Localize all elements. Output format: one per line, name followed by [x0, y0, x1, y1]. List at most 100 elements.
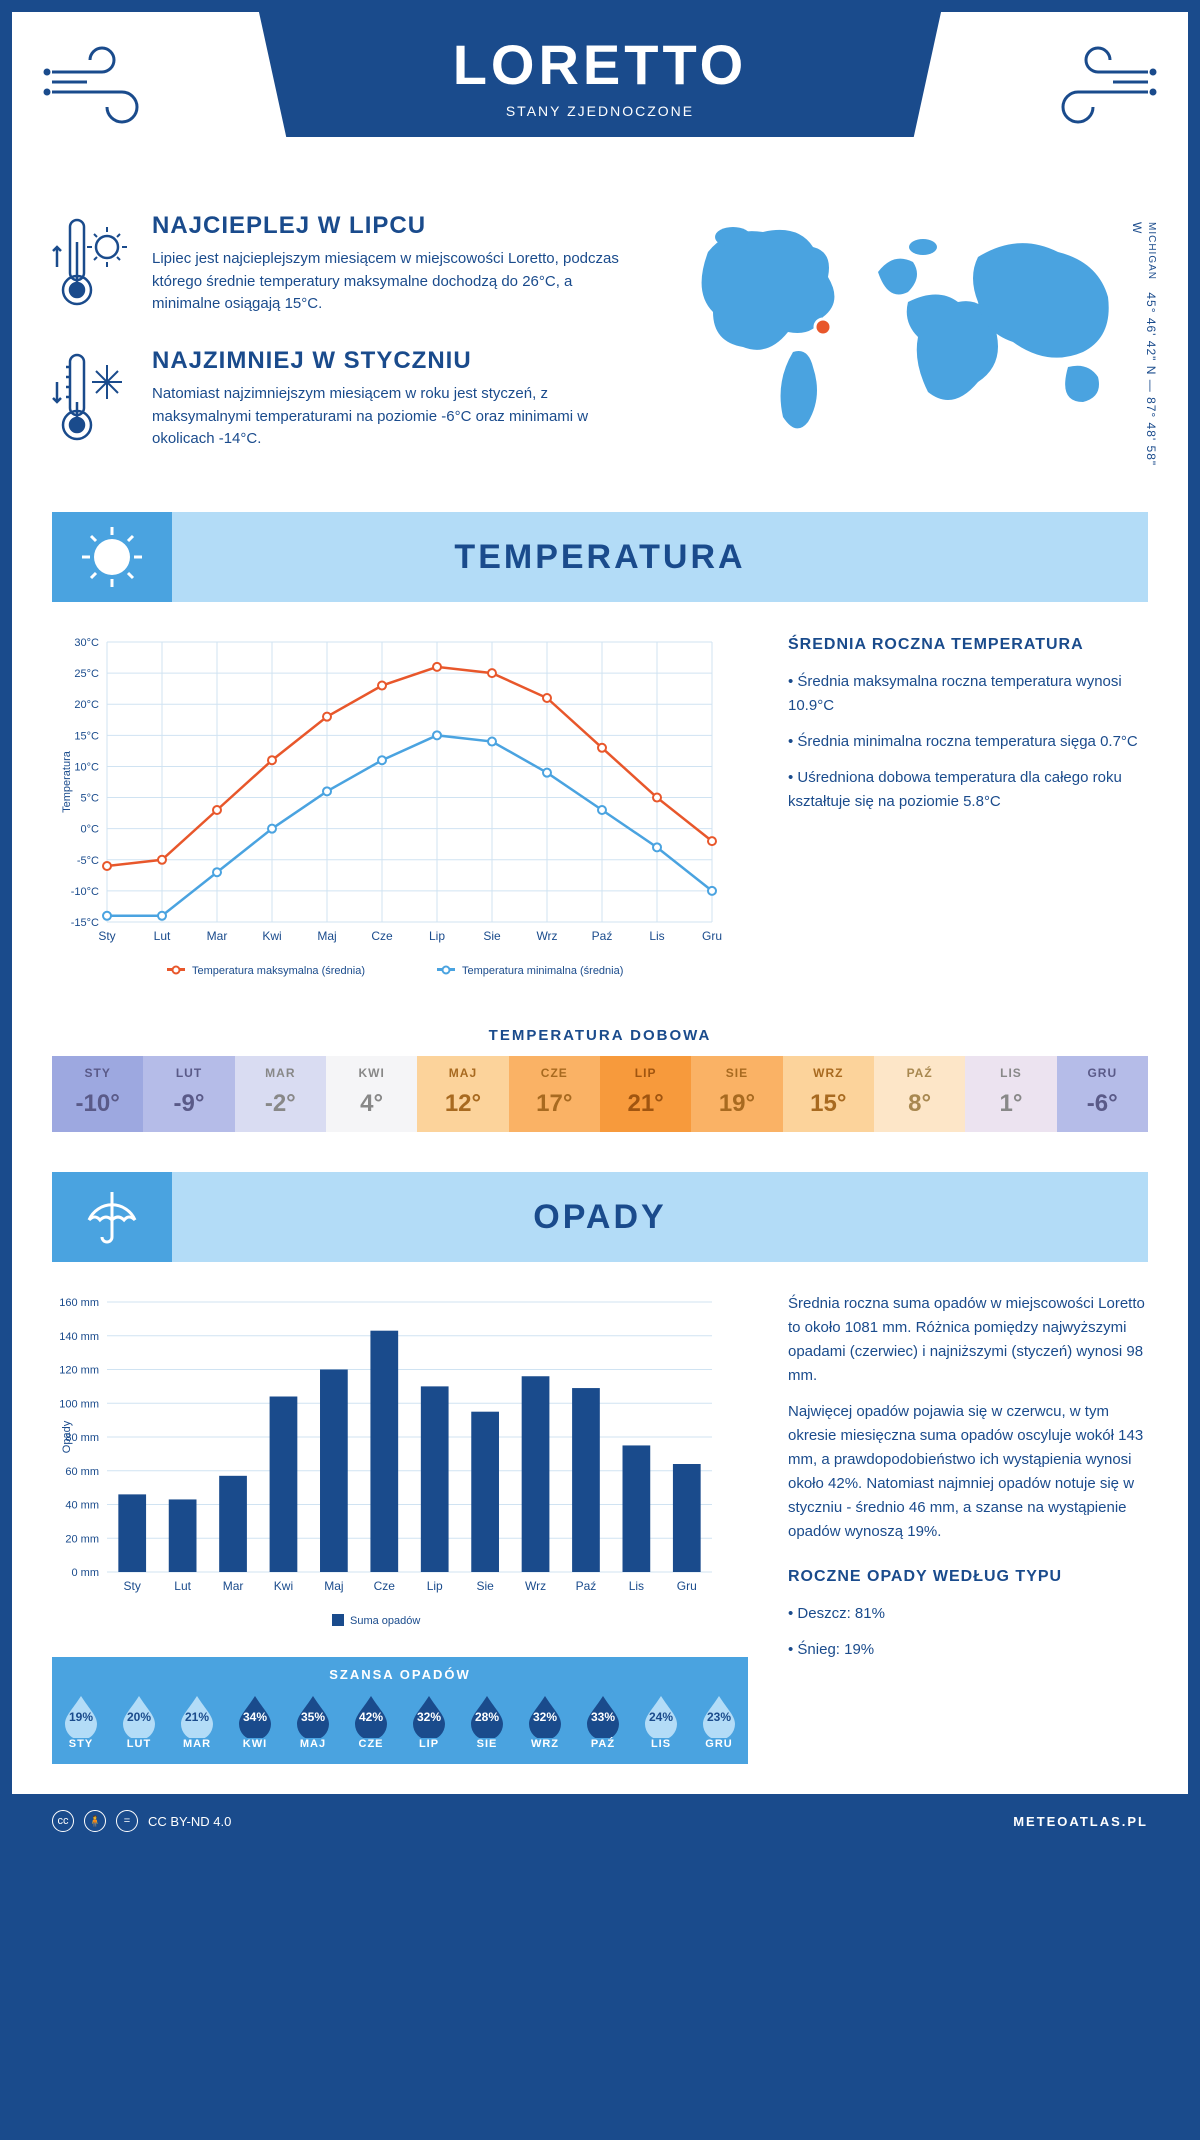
- intro-section: NAJCIEPLEJ W LIPCU Lipiec jest najcieple…: [12, 192, 1188, 512]
- annual-temp-heading: ŚREDNIA ROCZNA TEMPERATURA: [788, 632, 1148, 658]
- svg-text:Mar: Mar: [223, 1579, 244, 1593]
- svg-text:0°C: 0°C: [81, 824, 100, 836]
- precip-chance-drop: 32% LIP: [408, 1692, 450, 1750]
- svg-text:Temperatura maksymalna (średni: Temperatura maksymalna (średnia): [192, 965, 365, 977]
- temp-bullet: • Średnia minimalna roczna temperatura s…: [788, 730, 1148, 754]
- by-icon: 🧍: [84, 1810, 106, 1832]
- state-label: MICHIGAN: [1146, 222, 1157, 280]
- svg-text:Cze: Cze: [371, 929, 393, 943]
- svg-text:Paź: Paź: [592, 929, 613, 943]
- svg-text:20°C: 20°C: [74, 699, 99, 711]
- wind-icon: [1038, 42, 1158, 148]
- temperature-chart: -15°C-10°C-5°C0°C5°C10°C15°C20°C25°C30°C…: [52, 632, 748, 997]
- precip-chance-drop: 34% KWI: [234, 1692, 276, 1750]
- precip-chart-col: 0 mm20 mm40 mm60 mm80 mm100 mm120 mm140 …: [52, 1292, 748, 1764]
- svg-text:Kwi: Kwi: [262, 929, 281, 943]
- svg-text:Temperatura: Temperatura: [61, 750, 73, 813]
- svg-text:Opady: Opady: [61, 1420, 73, 1453]
- coldest-block: NAJZIMNIEJ W STYCZNIU Natomiast najzimni…: [52, 347, 638, 452]
- svg-text:Lis: Lis: [629, 1579, 644, 1593]
- svg-text:160 mm: 160 mm: [59, 1297, 99, 1309]
- daily-temp-cell: MAJ12°: [417, 1056, 508, 1132]
- precip-type-heading: ROCZNE OPADY WEDŁUG TYPU: [788, 1564, 1148, 1590]
- title-banner: LORETTO STANY ZJEDNOCZONE: [259, 12, 941, 137]
- temperature-line-chart: -15°C-10°C-5°C0°C5°C10°C15°C20°C25°C30°C…: [52, 632, 732, 992]
- daily-temp-row: STY-10°LUT-9°MAR-2°KWI4°MAJ12°CZE17°LIP2…: [52, 1056, 1148, 1132]
- svg-text:Lut: Lut: [174, 1579, 191, 1593]
- map-col: MICHIGAN 45° 46' 42" N — 87° 48' 58" W: [668, 212, 1148, 482]
- precip-chance-heading: SZANSA OPADÓW: [52, 1667, 748, 1682]
- coldest-heading: NAJZIMNIEJ W STYCZNIU: [152, 347, 638, 375]
- svg-text:40 mm: 40 mm: [65, 1500, 99, 1512]
- footer: cc 🧍 = CC BY-ND 4.0 METEOATLAS.PL: [12, 1794, 1188, 1848]
- svg-text:Lip: Lip: [427, 1579, 443, 1593]
- svg-text:60 mm: 60 mm: [65, 1466, 99, 1478]
- svg-text:Sie: Sie: [483, 929, 501, 943]
- precip-chance-panel: SZANSA OPADÓW 19% STY 20% LUT 21% MAR 34…: [52, 1657, 748, 1764]
- precip-section-header: OPADY: [52, 1172, 1148, 1262]
- svg-text:Wrz: Wrz: [525, 1579, 546, 1593]
- svg-text:Sty: Sty: [98, 929, 115, 943]
- svg-text:Kwi: Kwi: [274, 1579, 293, 1593]
- hottest-heading: NAJCIEPLEJ W LIPCU: [152, 212, 638, 240]
- svg-text:Gru: Gru: [677, 1579, 697, 1593]
- svg-text:Gru: Gru: [702, 929, 722, 943]
- temperature-info: ŚREDNIA ROCZNA TEMPERATURA • Średnia mak…: [788, 632, 1148, 997]
- svg-text:120 mm: 120 mm: [59, 1365, 99, 1377]
- umbrella-icon: [52, 1172, 172, 1262]
- cc-icon: cc: [52, 1810, 74, 1832]
- svg-text:Maj: Maj: [324, 1579, 343, 1593]
- svg-text:Suma opadów: Suma opadów: [350, 1615, 420, 1627]
- site-name: METEOATLAS.PL: [1013, 1814, 1148, 1829]
- nd-icon: =: [116, 1810, 138, 1832]
- precip-bar-chart: 0 mm20 mm40 mm60 mm80 mm100 mm120 mm140 …: [52, 1292, 732, 1632]
- license-block: cc 🧍 = CC BY-ND 4.0: [52, 1810, 231, 1832]
- daily-temp-heading: TEMPERATURA DOBOWA: [52, 1027, 1148, 1044]
- precip-heading: OPADY: [533, 1198, 666, 1237]
- temperature-section-header: TEMPERATURA: [52, 512, 1148, 602]
- svg-text:140 mm: 140 mm: [59, 1331, 99, 1343]
- coldest-text: NAJZIMNIEJ W STYCZNIU Natomiast najzimni…: [152, 347, 638, 452]
- svg-text:Mar: Mar: [207, 929, 228, 943]
- precip-chance-drop: 35% MAJ: [292, 1692, 334, 1750]
- daily-temp-cell: KWI4°: [326, 1056, 417, 1132]
- precip-content: 0 mm20 mm40 mm60 mm80 mm100 mm120 mm140 …: [12, 1262, 1188, 1794]
- hottest-block: NAJCIEPLEJ W LIPCU Lipiec jest najcieple…: [52, 212, 638, 317]
- page: LORETTO STANY ZJEDNOCZONE NAJCIEPLEJ W L…: [0, 0, 1200, 1860]
- precip-chance-drop: 20% LUT: [118, 1692, 160, 1750]
- daily-temp-cell: LUT-9°: [143, 1056, 234, 1132]
- intro-text-col: NAJCIEPLEJ W LIPCU Lipiec jest najcieple…: [52, 212, 638, 482]
- precip-summary-1: Średnia roczna suma opadów w miejscowośc…: [788, 1292, 1148, 1388]
- daily-temp-cell: LIS1°: [965, 1056, 1056, 1132]
- precip-chance-drop: 42% CZE: [350, 1692, 392, 1750]
- location-marker-icon: [815, 319, 831, 335]
- daily-temp-cell: STY-10°: [52, 1056, 143, 1132]
- daily-temp-cell: LIP21°: [600, 1056, 691, 1132]
- svg-text:Wrz: Wrz: [536, 929, 557, 943]
- svg-text:-15°C: -15°C: [71, 917, 99, 929]
- temperature-heading: TEMPERATURA: [454, 538, 745, 577]
- temperature-content: -15°C-10°C-5°C0°C5°C10°C15°C20°C25°C30°C…: [12, 602, 1188, 1027]
- svg-text:Sty: Sty: [124, 1579, 141, 1593]
- sun-icon: [52, 512, 172, 602]
- svg-text:5°C: 5°C: [81, 793, 100, 805]
- svg-text:30°C: 30°C: [74, 637, 99, 649]
- precip-chance-drop: 19% STY: [60, 1692, 102, 1750]
- hottest-text: NAJCIEPLEJ W LIPCU Lipiec jest najcieple…: [152, 212, 638, 317]
- daily-temp-cell: MAR-2°: [235, 1056, 326, 1132]
- daily-temp-cell: CZE17°: [509, 1056, 600, 1132]
- precip-chance-drop: 28% SIE: [466, 1692, 508, 1750]
- hottest-body: Lipiec jest najcieplejszym miesiącem w m…: [152, 248, 638, 316]
- svg-text:Paź: Paź: [576, 1579, 597, 1593]
- svg-text:Temperatura minimalna (średnia: Temperatura minimalna (średnia): [462, 965, 623, 977]
- svg-text:Lut: Lut: [154, 929, 171, 943]
- svg-text:Lis: Lis: [649, 929, 664, 943]
- daily-temp-cell: GRU-6°: [1057, 1056, 1148, 1132]
- thermometer-hot-icon: [52, 212, 132, 317]
- svg-text:Sie: Sie: [476, 1579, 494, 1593]
- precip-chance-drop: 24% LIS: [640, 1692, 682, 1750]
- country-subtitle: STANY ZJEDNOCZONE: [259, 103, 941, 119]
- svg-text:-10°C: -10°C: [71, 886, 99, 898]
- temp-bullet: • Średnia maksymalna roczna temperatura …: [788, 670, 1148, 718]
- svg-text:-5°C: -5°C: [77, 855, 99, 867]
